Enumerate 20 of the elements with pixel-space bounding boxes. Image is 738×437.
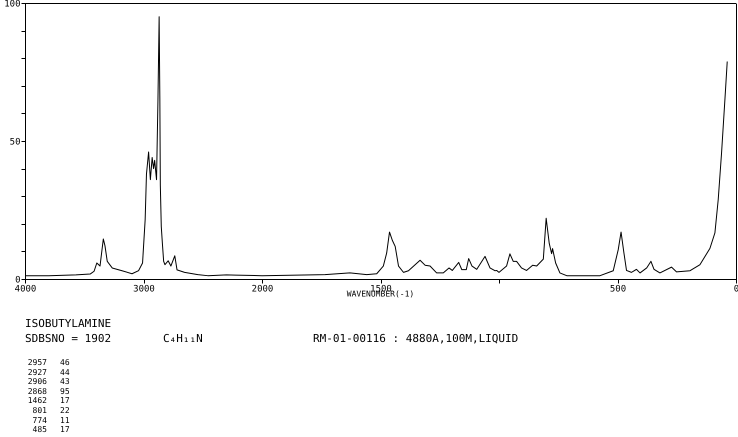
text: RM-01-00116 : 4880A,100M,LIQUID (313, 332, 518, 345)
y-tick-label: 50 (10, 138, 20, 148)
x-tick-label: 500 (610, 284, 626, 294)
x-tick-label: 2000 (252, 284, 274, 294)
x-axis-title: WAVENUMBER(-1) (346, 290, 414, 298)
text: 485 17 (32, 425, 70, 434)
text: 2906 43 (28, 377, 70, 386)
text: C₄H₁₁N (163, 332, 203, 345)
x-tick-label: 4000 (14, 284, 36, 294)
text: 2957 46 (28, 358, 70, 367)
text: 774 11 (32, 416, 70, 425)
text: 1462 17 (28, 396, 70, 406)
y-tick-label: 100 (4, 0, 20, 10)
text: 801 22 (32, 406, 70, 415)
text: 2927 44 (28, 368, 70, 377)
y-tick-label: 0 (15, 276, 20, 286)
x-tick-label: 3000 (133, 284, 155, 294)
text: 2868 95 (28, 386, 70, 396)
text: ISOBUTYLAMINE (25, 317, 112, 330)
text: SDBSNO = 1902 (25, 332, 112, 345)
